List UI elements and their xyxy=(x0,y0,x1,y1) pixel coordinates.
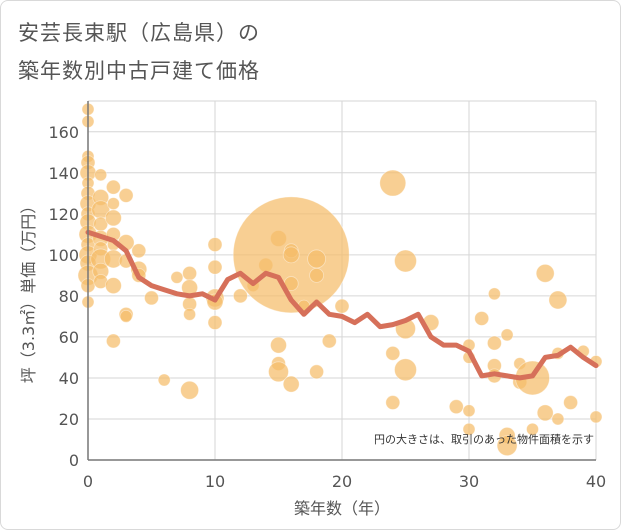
data-point xyxy=(207,237,223,253)
data-point xyxy=(535,263,555,283)
x-tick-label: 30 xyxy=(459,472,479,491)
x-tick-label: 0 xyxy=(83,472,93,491)
data-point xyxy=(282,246,300,264)
data-point xyxy=(180,380,200,400)
data-point xyxy=(563,395,578,410)
data-point xyxy=(307,249,327,269)
data-point xyxy=(157,373,171,387)
data-point xyxy=(119,309,133,323)
data-point xyxy=(500,328,514,342)
data-point xyxy=(94,168,108,182)
y-tick-label: 140 xyxy=(48,164,79,183)
data-point xyxy=(385,345,401,361)
axes xyxy=(87,101,596,461)
data-point xyxy=(309,364,325,380)
data-point xyxy=(548,290,568,310)
data-point xyxy=(182,265,198,281)
data-point xyxy=(309,267,325,283)
y-tick-label: 40 xyxy=(59,369,79,388)
data-point xyxy=(496,435,518,457)
y-tick-labels: 0 20 40 60 80 100 120 140 160 xyxy=(48,123,79,470)
y-tick-label: 160 xyxy=(48,123,79,142)
data-point xyxy=(487,287,501,301)
bubble-series xyxy=(77,102,603,457)
data-point xyxy=(394,249,417,273)
data-point xyxy=(462,404,476,418)
data-point xyxy=(536,404,554,422)
data-point xyxy=(105,209,122,227)
chart-title-line-2: 築年数別中古戸建て価格 xyxy=(18,59,260,83)
average-trend-line xyxy=(85,229,599,381)
data-point xyxy=(232,288,248,304)
x-tick-label: 20 xyxy=(332,472,352,491)
size-legend-note: 円の大きさは、取引のあった物件面積を示す xyxy=(374,432,594,446)
data-point xyxy=(107,197,120,210)
data-point xyxy=(170,271,184,284)
x-axis-label: 築年数（年） xyxy=(294,499,390,518)
x-tick-label: 10 xyxy=(205,472,225,491)
data-point xyxy=(183,307,197,321)
data-point xyxy=(270,336,287,354)
data-point xyxy=(448,399,464,415)
data-point xyxy=(144,290,159,306)
data-point xyxy=(474,311,490,326)
data-point xyxy=(207,315,223,330)
data-point xyxy=(551,412,565,426)
data-point xyxy=(526,422,539,436)
data-point xyxy=(379,169,407,197)
y-tick-label: 0 xyxy=(69,451,79,470)
data-point xyxy=(282,375,300,393)
data-point xyxy=(385,395,401,410)
data-point xyxy=(462,422,476,436)
data-point xyxy=(105,277,122,295)
data-point xyxy=(589,410,603,424)
data-point xyxy=(321,333,337,349)
data-point xyxy=(106,179,121,195)
data-point xyxy=(334,298,350,314)
data-point xyxy=(207,259,223,275)
data-point xyxy=(486,335,502,351)
y-tick-label: 20 xyxy=(59,410,79,429)
y-tick-label: 100 xyxy=(48,246,79,265)
data-point xyxy=(394,358,417,382)
data-point xyxy=(118,187,134,203)
data-point xyxy=(106,333,121,349)
data-point xyxy=(131,243,147,259)
x-tick-labels: 0 10 20 30 40 xyxy=(83,472,606,491)
y-tick-label: 120 xyxy=(48,205,79,224)
y-tick-label: 60 xyxy=(59,328,79,347)
chart-title-line-1: 安芸長束駅（広島県）の xyxy=(18,21,260,45)
data-point xyxy=(268,361,289,383)
y-axis-label: 坪（3.3㎡）単価（万円） xyxy=(19,198,38,383)
x-tick-label: 40 xyxy=(586,472,606,491)
y-tick-label: 80 xyxy=(59,287,79,306)
